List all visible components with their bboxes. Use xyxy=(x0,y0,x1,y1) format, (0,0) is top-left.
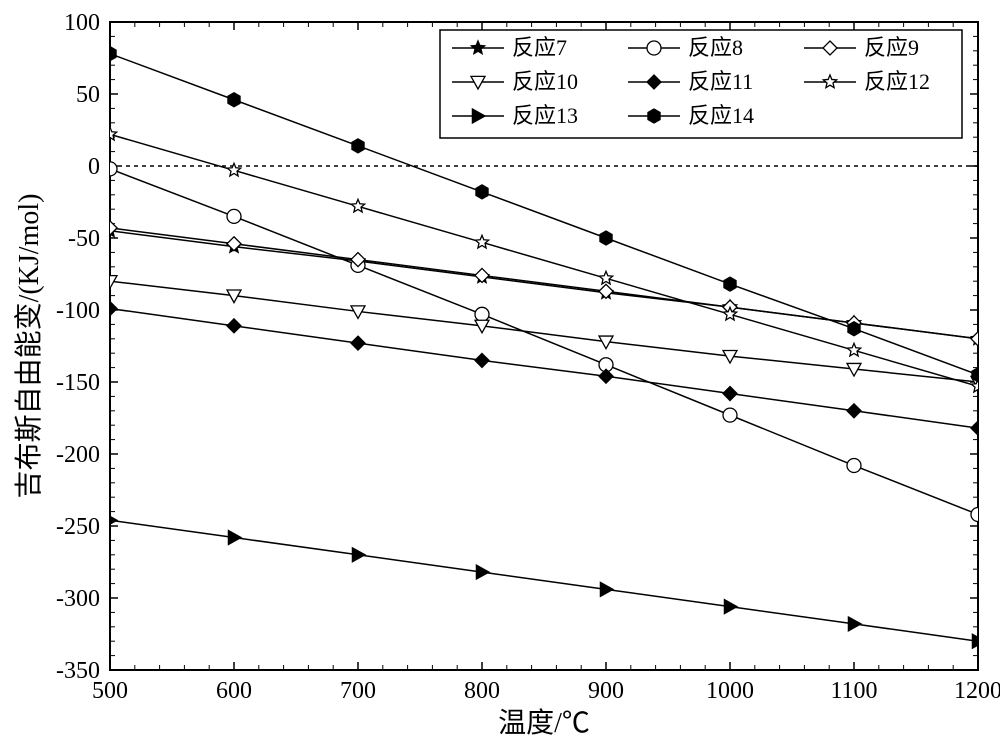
chart-container: 500600700800900100011001200-350-300-250-… xyxy=(0,0,1000,746)
x-tick-label: 800 xyxy=(464,678,500,704)
y-tick-label: -50 xyxy=(68,226,100,252)
x-tick-label: 900 xyxy=(588,678,624,704)
x-tick-label: 700 xyxy=(340,678,376,704)
x-axis-label: 温度/℃ xyxy=(498,707,590,739)
legend-label-r7: 反应7 xyxy=(512,35,567,60)
y-tick-label: 50 xyxy=(76,82,100,108)
x-tick-label: 600 xyxy=(216,678,252,704)
y-tick-label: -200 xyxy=(56,442,100,468)
y-tick-label: -350 xyxy=(56,658,100,684)
legend-label-r14: 反应14 xyxy=(688,103,754,128)
y-tick-label: -100 xyxy=(56,298,100,324)
x-tick-label: 1000 xyxy=(706,678,754,704)
legend-label-r10: 反应10 xyxy=(512,69,578,94)
y-tick-label: -150 xyxy=(56,370,100,396)
legend-label-r9: 反应9 xyxy=(864,35,919,60)
legend-label-r8: 反应8 xyxy=(688,35,743,60)
chart-svg: 500600700800900100011001200-350-300-250-… xyxy=(0,0,1000,746)
y-tick-label: -250 xyxy=(56,514,100,540)
y-tick-label: 100 xyxy=(64,10,100,36)
y-axis-label: 吉布斯自由能变/(KJ/mol) xyxy=(13,194,45,499)
legend-label-r12: 反应12 xyxy=(864,69,930,94)
x-tick-label: 1100 xyxy=(830,678,877,704)
x-tick-label: 1200 xyxy=(954,678,1000,704)
legend-label-r13: 反应13 xyxy=(512,103,578,128)
y-tick-label: -300 xyxy=(56,586,100,612)
legend-label-r11: 反应11 xyxy=(688,69,753,94)
y-tick-label: 0 xyxy=(88,154,100,180)
